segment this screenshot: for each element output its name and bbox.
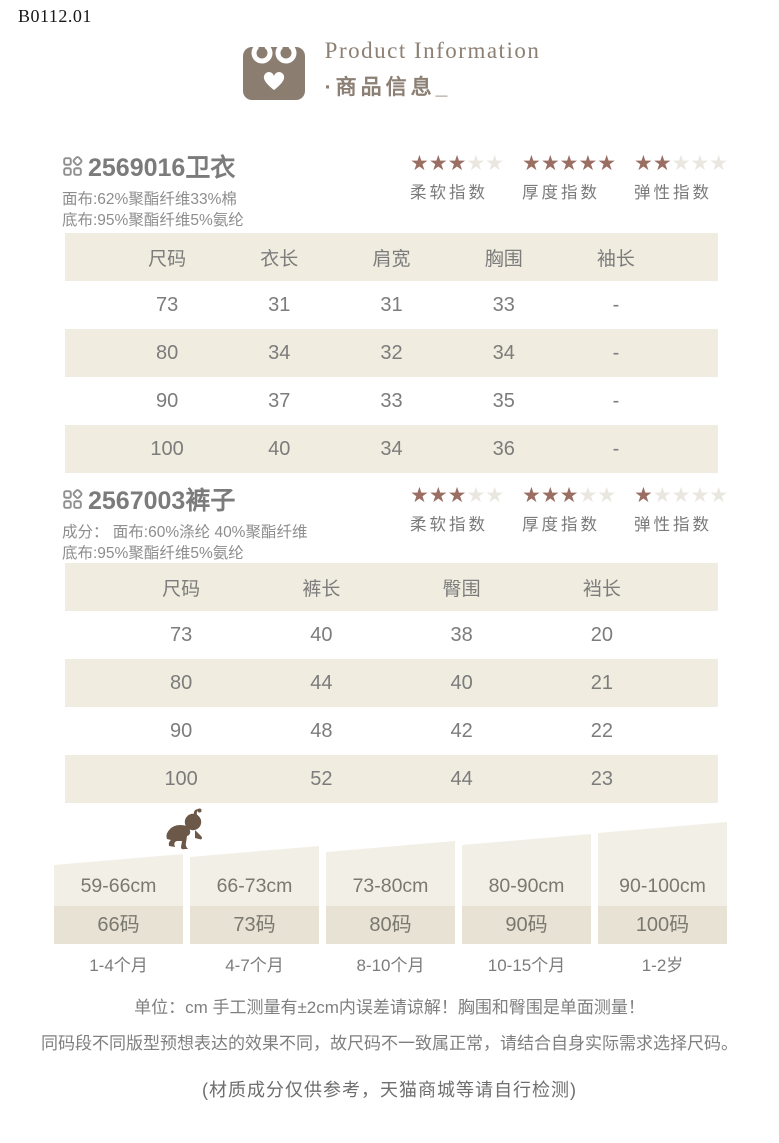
table-header-row: 尺码 裤长 臀围 裆长: [65, 563, 718, 611]
table-row: 73 40 38 20: [170, 623, 613, 646]
height-range: 90-100cm: [619, 875, 706, 897]
star-rating-icon: ★★★★★: [522, 484, 617, 507]
crawling-baby-icon: [166, 808, 202, 850]
ratings-pants: ★★★★★ 柔软指数 ★★★★★ 厚度指数 ★★★★★ 弹性指数: [410, 483, 732, 535]
rating-softness: ★★★★★ 柔软指数: [410, 151, 508, 203]
size-guide-chart: 59-66cm 66码 1-4个月 66-73cm 73码 4-7个月 73-8…: [54, 808, 727, 982]
star-rating-icon: ★★★★★: [410, 152, 505, 175]
column-header: 肩宽: [372, 248, 411, 270]
measurement-notes: 单位：cm 手工测量有±2cm内误差请谅解！胸围和臀围是单面测量！ 同码段不同版…: [0, 993, 779, 1054]
composition-line: 面布:62%聚酯纤维33%棉: [62, 191, 237, 208]
composition-line: 底布:95%聚酯纤维5%氨纶: [62, 211, 244, 229]
column-header: 裤长: [302, 578, 341, 600]
product-composition: 成分： 面布:60%涤纶 40%聚酯纤维 底布:95%聚酯纤维5%氨纶: [62, 523, 307, 564]
note-line: 同码段不同版型预想表达的效果不同，故尺码不一致属正常，请结合自身实际需求选择尺码…: [41, 1034, 738, 1053]
size-code: 90码: [462, 906, 591, 944]
size-guide-columns: 59-66cm 66码 1-4个月 66-73cm 73码 4-7个月 73-8…: [54, 810, 727, 978]
column-header: 袖长: [596, 248, 635, 270]
size-guide-column: 73-80cm 80码 8-10个月: [326, 841, 455, 978]
product-composition: 面布:62%聚酯纤维33%棉 底布:95%聚酯纤维5%氨纶: [62, 190, 244, 231]
table-row: 100 40 34 36 -: [65, 425, 718, 473]
rating-elasticity: ★★★★★ 弹性指数: [634, 151, 732, 203]
table-row: 80 34 32 34 -: [65, 329, 718, 377]
table-row: 90 48 42 22: [170, 719, 613, 742]
product-title: 2569016卫衣: [88, 154, 236, 182]
watermark-code: B0112.01: [18, 6, 92, 26]
product-hoodie-info: 2569016卫衣 面布:62%聚酯纤维33%棉 底布:95%聚酯纤维5%氨纶: [62, 148, 244, 231]
product-title: 2567003裤子: [88, 487, 236, 515]
bag-heart-icon: [242, 42, 305, 100]
height-range: 59-66cm: [80, 875, 157, 897]
star-rating-icon: ★★★★★: [522, 152, 617, 175]
product-pants-info: 2567003裤子 成分： 面布:60%涤纶 40%聚酯纤维 底布:95%聚酯纤…: [62, 481, 307, 564]
product-title-row: 2569016卫衣: [62, 148, 244, 184]
rating-thickness: ★★★★★ 厚度指数: [522, 151, 620, 203]
grid-icon: [63, 488, 83, 509]
table-row: 73 31 31 33 -: [155, 293, 620, 316]
column-header: 尺码: [148, 248, 187, 270]
rating-elasticity: ★★★★★ 弹性指数: [634, 483, 732, 535]
pants-size-table: 尺码 裤长 臀围 裆长 73 40 38 20 80 44 40 21 90 4…: [65, 563, 718, 803]
height-range: 66-73cm: [216, 875, 293, 897]
rating-label: 柔软指数: [410, 516, 488, 534]
size-code: 80码: [326, 906, 455, 944]
height-range: 80-90cm: [488, 875, 565, 897]
age-range: 1-2岁: [641, 956, 684, 975]
rating-label: 厚度指数: [522, 184, 600, 202]
table-row: 90 37 33 35 -: [155, 389, 620, 412]
column-header: 胸围: [484, 248, 523, 270]
composition-line: 底布:95%聚酯纤维5%氨纶: [62, 544, 244, 562]
material-disclaimer: (材质成分仅供参考，天猫商城等请自行检测): [202, 1080, 577, 1100]
age-range: 1-4个月: [89, 956, 148, 975]
size-guide-column: 90-100cm 100码 1-2岁: [598, 822, 727, 978]
composition-line: 成分： 面布:60%涤纶 40%聚酯纤维: [62, 524, 308, 541]
age-range: 4-7个月: [225, 956, 284, 975]
age-range: 10-15个月: [487, 956, 566, 975]
size-code: 66码: [54, 906, 183, 944]
column-header: 裆长: [582, 578, 621, 600]
rating-label: 厚度指数: [522, 516, 600, 534]
page-header: Product Information ·商品信息_: [0, 34, 779, 104]
page-title-en: Product Information: [324, 37, 541, 63]
rating-label: 柔软指数: [410, 184, 488, 202]
table-row: 100 52 44 23: [65, 755, 718, 803]
column-header: 衣长: [260, 248, 299, 270]
size-guide-column: 66-73cm 73码 4-7个月: [190, 846, 319, 978]
rating-label: 弹性指数: [634, 516, 712, 534]
size-guide-column: 80-90cm 90码 10-15个月: [462, 834, 591, 978]
table-row: 80 44 40 21: [65, 659, 718, 707]
star-rating-icon: ★★★★★: [410, 484, 505, 507]
size-guide-column: 59-66cm 66码 1-4个月: [54, 854, 183, 978]
star-rating-icon: ★★★★★: [634, 484, 729, 507]
hoodie-size-table: 尺码 衣长 肩宽 胸围 袖长 73 31 31 33 - 80 34 32 34…: [65, 233, 718, 473]
page-title-zh: ·商品信息_: [324, 75, 452, 99]
rating-thickness: ★★★★★ 厚度指数: [522, 483, 620, 535]
age-range: 8-10个月: [356, 956, 425, 975]
grid-icon: [63, 155, 83, 176]
note-line: 单位：cm 手工测量有±2cm内误差请谅解！胸围和臀围是单面测量！: [134, 998, 645, 1017]
rating-softness: ★★★★★ 柔软指数: [410, 483, 508, 535]
height-range: 73-80cm: [352, 875, 429, 897]
product-title-row: 2567003裤子: [62, 481, 307, 517]
column-header: 尺码: [162, 578, 201, 600]
size-code: 100码: [598, 906, 727, 944]
column-header: 臀围: [442, 578, 481, 600]
size-code: 73码: [190, 906, 319, 944]
header-titles: Product Information ·商品信息_: [325, 38, 541, 101]
rating-label: 弹性指数: [634, 184, 712, 202]
ratings-hoodie: ★★★★★ 柔软指数 ★★★★★ 厚度指数 ★★★★★ 弹性指数: [410, 151, 732, 203]
table-header-row: 尺码 衣长 肩宽 胸围 袖长: [65, 233, 718, 281]
star-rating-icon: ★★★★★: [634, 152, 729, 175]
